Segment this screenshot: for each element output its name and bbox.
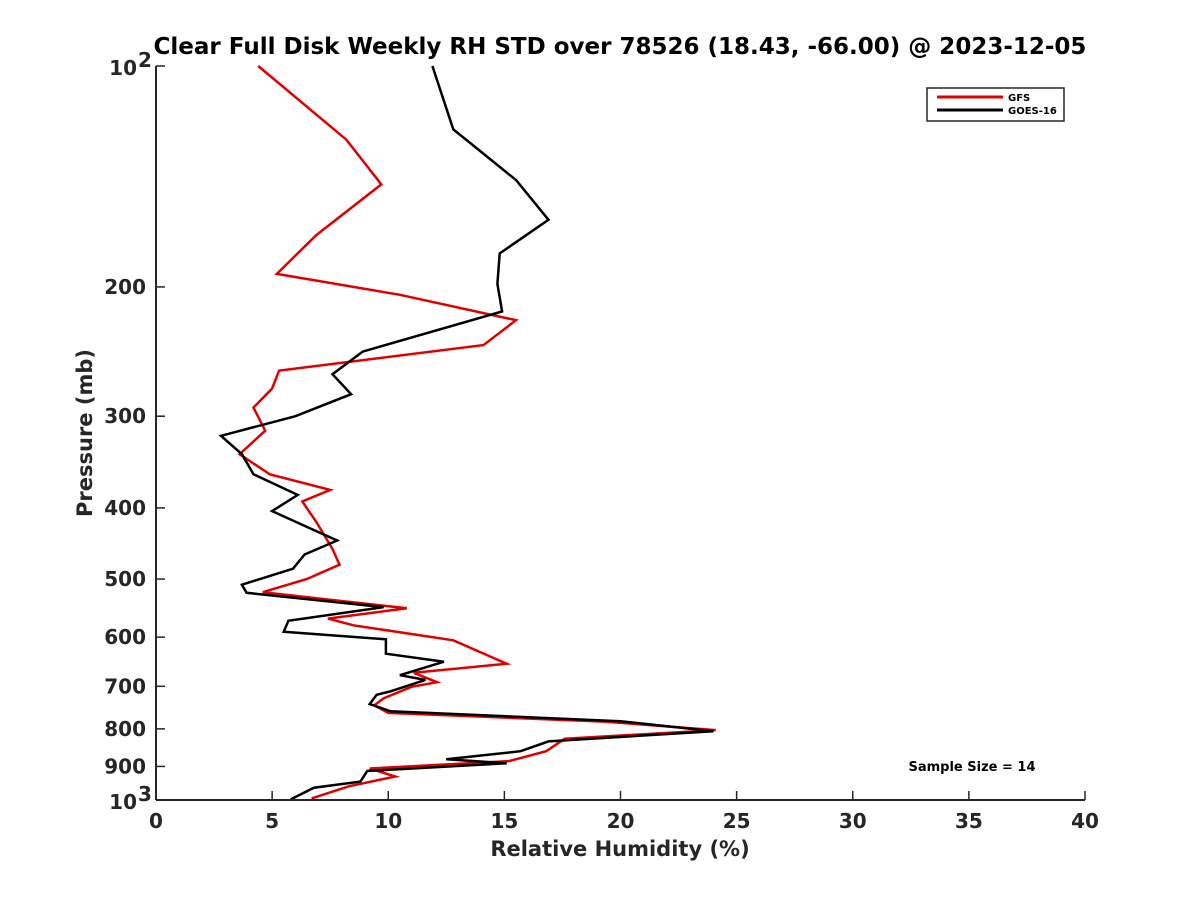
y-tick-label: 300 — [104, 404, 146, 428]
x-tick-label: 5 — [265, 809, 279, 833]
series-line-goes16 — [218, 65, 714, 801]
y-tick-label: 500 — [104, 567, 146, 591]
x-tick-label: 35 — [955, 809, 983, 833]
legend-label-gfs: GFS — [1008, 93, 1030, 104]
x-tick-label: 0 — [149, 809, 163, 833]
series-layer — [218, 65, 716, 801]
x-tick-label: 40 — [1071, 809, 1099, 833]
x-tick-label: 15 — [490, 809, 518, 833]
legend-label-goes16: GOES-16 — [1008, 106, 1057, 117]
sample-size-annotation: Sample Size = 14 — [908, 760, 1035, 775]
y-tick-label-exponent: 3 — [138, 782, 152, 806]
x-axis-title: Relative Humidity (%) — [490, 837, 749, 861]
y-tick-label: 700 — [104, 674, 146, 698]
x-tick-label: 20 — [607, 809, 635, 833]
x-tick-label: 30 — [839, 809, 867, 833]
chart-title: Clear Full Disk Weekly RH STD over 78526… — [154, 34, 1087, 60]
y-tick-label: 900 — [104, 754, 146, 778]
y-tick-label: 400 — [104, 496, 146, 520]
y-tick-label: 600 — [104, 625, 146, 649]
x-tick-label: 10 — [374, 809, 402, 833]
y-axis-title: Pressure (mb) — [73, 349, 97, 517]
y-tick-label: 800 — [104, 717, 146, 741]
x-tick-label: 25 — [723, 809, 751, 833]
y-tick-label-base: 10 — [109, 56, 137, 80]
y-tick-label: 200 — [104, 275, 146, 299]
series-line-gfs — [237, 65, 716, 800]
x-axis-ticks: 0 5 10 15 20 25 30 35 40 — [149, 791, 1099, 833]
y-tick-label-base: 10 — [109, 790, 137, 814]
legend: GFS GOES-16 — [926, 87, 1065, 122]
y-tick-label-exponent: 2 — [138, 48, 152, 72]
legend-box — [926, 87, 1065, 122]
